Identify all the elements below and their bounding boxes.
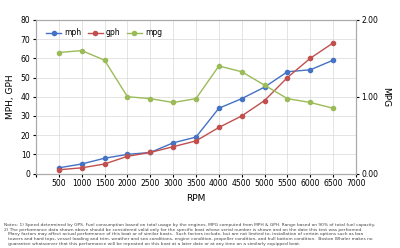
mph (308, 68, 313, 71)
mpg (79, 49, 84, 52)
mpg (239, 70, 244, 73)
X-axis label: RPM: RPM (186, 194, 206, 203)
Text: Notes: 1) Speed determined by GPS. Fuel consumption based on total usage by the : Notes: 1) Speed determined by GPS. Fuel … (4, 223, 375, 246)
gph (102, 162, 107, 165)
mpg (262, 84, 267, 87)
mpg (308, 101, 313, 104)
gph (285, 76, 290, 79)
mpg (148, 97, 153, 100)
mph (79, 162, 84, 165)
mph (56, 166, 61, 169)
mpg (171, 101, 176, 104)
mph (285, 70, 290, 73)
gph (194, 139, 198, 142)
mpg (194, 97, 198, 100)
Legend: mph, gph, mpg: mph, gph, mpg (43, 25, 165, 40)
mpg (285, 97, 290, 100)
mph (262, 86, 267, 89)
mph (239, 97, 244, 100)
gph (216, 126, 221, 129)
gph (171, 145, 176, 148)
mpg (216, 64, 221, 67)
gph (79, 166, 84, 169)
mph (102, 157, 107, 160)
gph (239, 115, 244, 118)
mpg (102, 59, 107, 62)
gph (262, 99, 267, 102)
Line: mph: mph (57, 58, 335, 170)
Line: gph: gph (57, 41, 335, 172)
mph (194, 136, 198, 139)
mph (216, 107, 221, 110)
mph (148, 151, 153, 154)
mpg (125, 95, 130, 98)
Y-axis label: MPH, GPH: MPH, GPH (6, 74, 15, 119)
mph (125, 153, 130, 156)
mph (331, 59, 336, 62)
gph (148, 151, 153, 154)
mpg (56, 51, 61, 54)
mpg (331, 107, 336, 110)
mph (171, 141, 176, 144)
Y-axis label: MPG: MPG (381, 87, 390, 107)
gph (56, 168, 61, 171)
gph (125, 155, 130, 158)
Line: mpg: mpg (57, 49, 335, 110)
gph (308, 57, 313, 60)
gph (331, 41, 336, 44)
